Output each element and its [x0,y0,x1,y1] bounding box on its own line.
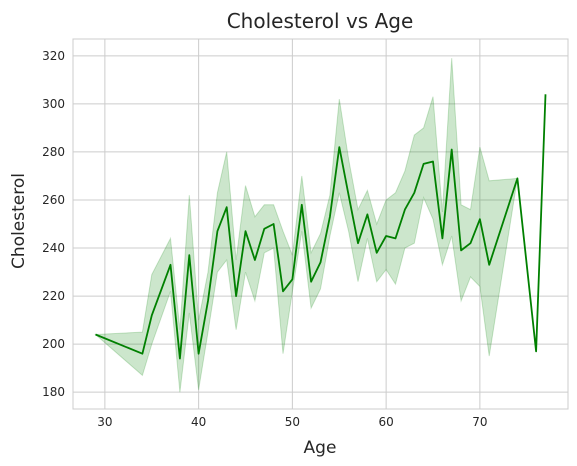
x-axis-ticks: 30 40 50 60 70 [97,415,487,429]
x-axis-label: Age [304,438,337,458]
grid [73,39,568,409]
y-tick-label: 220 [42,289,65,303]
y-tick-label: 240 [42,241,65,255]
x-tick-label: 40 [191,415,206,429]
series-line-layer [95,94,547,360]
plot-frame [72,38,569,410]
series-line [95,94,547,360]
y-axis-ticks: 180 200 220 240 260 280 300 320 [42,49,65,399]
y-tick-label: 320 [42,49,65,63]
y-tick-label: 180 [42,385,65,399]
y-tick-label: 260 [42,193,65,207]
y-tick-label: 280 [42,145,65,159]
y-tick-label: 200 [42,337,65,351]
x-tick-label: 70 [472,415,487,429]
chart-title: Cholesterol vs Age [227,9,414,33]
y-tick-label: 300 [42,97,65,111]
x-tick-label: 50 [285,415,300,429]
y-axis-label: Cholesterol [9,173,29,269]
x-tick-label: 60 [378,415,393,429]
x-tick-label: 30 [97,415,112,429]
